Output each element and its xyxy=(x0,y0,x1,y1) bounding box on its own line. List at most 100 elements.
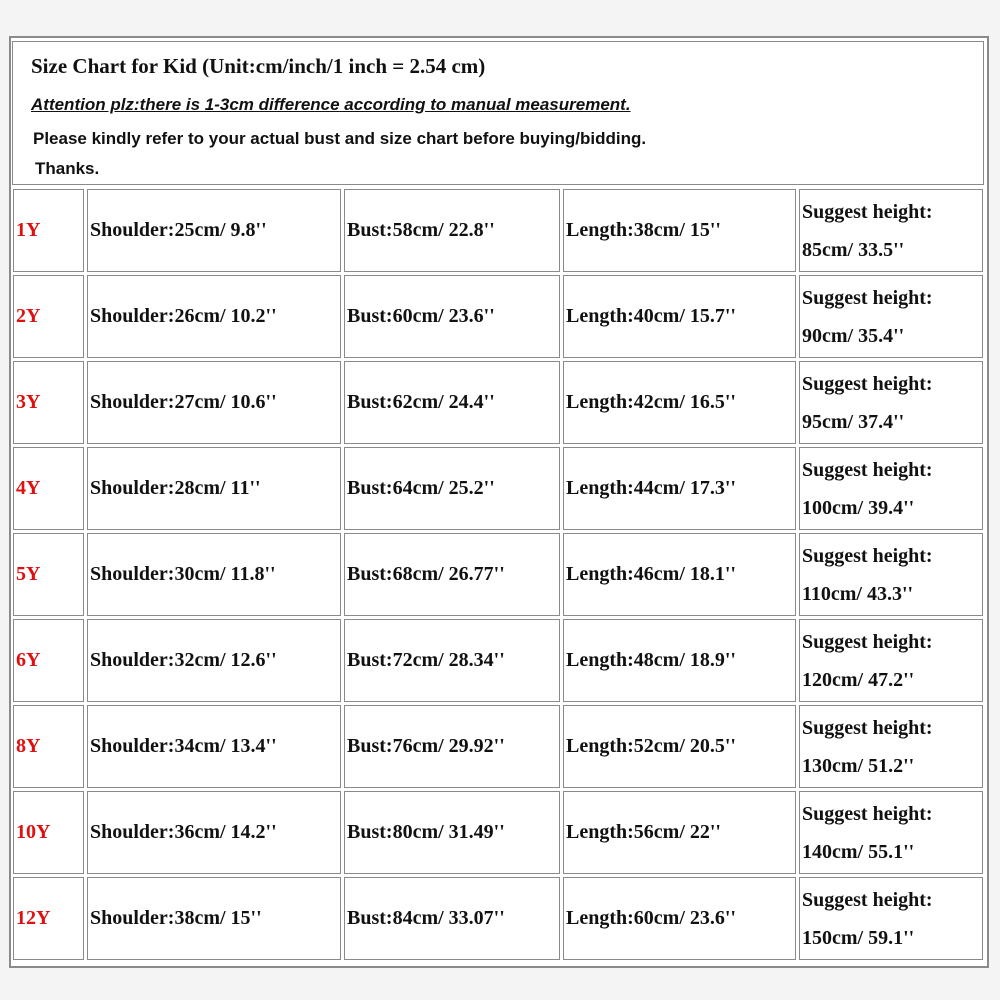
size-label: 10Y xyxy=(16,821,51,843)
height-cell: Suggest height: 110cm/ 43.3'' xyxy=(799,533,983,616)
shoulder-value: Shoulder:28cm/ 11'' xyxy=(90,477,261,499)
height-value: 120cm/ 47.2'' xyxy=(802,668,915,691)
size-cell: 8Y xyxy=(13,705,84,788)
bust-value: Bust:60cm/ 23.6'' xyxy=(347,305,495,327)
shoulder-cell: Shoulder:27cm/ 10.6'' xyxy=(87,361,341,444)
size-label: 12Y xyxy=(16,907,51,929)
height-value: 95cm/ 37.4'' xyxy=(802,410,905,433)
shoulder-value: Shoulder:36cm/ 14.2'' xyxy=(90,821,277,843)
length-value: Length:48cm/ 18.9'' xyxy=(566,649,736,671)
shoulder-value: Shoulder:26cm/ 10.2'' xyxy=(90,305,277,327)
shoulder-cell: Shoulder:26cm/ 10.2'' xyxy=(87,275,341,358)
height-cell: Suggest height: 90cm/ 35.4'' xyxy=(799,275,983,358)
bust-value: Bust:58cm/ 22.8'' xyxy=(347,219,495,241)
shoulder-cell: Shoulder:38cm/ 15'' xyxy=(87,877,341,960)
shoulder-value: Shoulder:38cm/ 15'' xyxy=(90,907,262,929)
bust-cell: Bust:60cm/ 23.6'' xyxy=(344,275,560,358)
height-value: 140cm/ 55.1'' xyxy=(802,840,915,863)
size-label: 5Y xyxy=(16,563,41,585)
length-cell: Length:56cm/ 22'' xyxy=(563,791,796,874)
height-cell: Suggest height: 100cm/ 39.4'' xyxy=(799,447,983,530)
bust-cell: Bust:72cm/ 28.34'' xyxy=(344,619,560,702)
length-value: Length:40cm/ 15.7'' xyxy=(566,305,736,327)
size-cell: 10Y xyxy=(13,791,84,874)
size-table: 1Y Shoulder:25cm/ 9.8'' Bust:58cm/ 22.8'' L… xyxy=(13,189,983,960)
shoulder-cell: Shoulder:34cm/ 13.4'' xyxy=(87,705,341,788)
bust-value: Bust:80cm/ 31.49'' xyxy=(347,821,505,843)
size-cell: 5Y xyxy=(13,533,84,616)
length-cell: Length:48cm/ 18.9'' xyxy=(563,619,796,702)
length-cell: Length:44cm/ 17.3'' xyxy=(563,447,796,530)
bust-value: Bust:76cm/ 29.92'' xyxy=(347,735,505,757)
size-cell: 2Y xyxy=(13,275,84,358)
shoulder-cell: Shoulder:28cm/ 11'' xyxy=(87,447,341,530)
length-cell: Length:38cm/ 15'' xyxy=(563,189,796,272)
height-cell: Suggest height: 130cm/ 51.2'' xyxy=(799,705,983,788)
height-value: 100cm/ 39.4'' xyxy=(802,496,915,519)
shoulder-cell: Shoulder:25cm/ 9.8'' xyxy=(87,189,341,272)
height-cell: Suggest height: 150cm/ 59.1'' xyxy=(799,877,983,960)
shoulder-cell: Shoulder:32cm/ 12.6'' xyxy=(87,619,341,702)
shoulder-cell: Shoulder:30cm/ 11.8'' xyxy=(87,533,341,616)
shoulder-value: Shoulder:27cm/ 10.6'' xyxy=(90,391,277,413)
length-cell: Length:46cm/ 18.1'' xyxy=(563,533,796,616)
shoulder-value: Shoulder:30cm/ 11.8'' xyxy=(90,563,276,585)
instruction-note: Please kindly refer to your actual bust … xyxy=(33,129,647,148)
shoulder-value: Shoulder:25cm/ 9.8'' xyxy=(90,219,267,241)
shoulder-value: Shoulder:32cm/ 12.6'' xyxy=(90,649,277,671)
height-label: Suggest height: xyxy=(802,802,933,825)
height-cell: Suggest height: 140cm/ 55.1'' xyxy=(799,791,983,874)
attention-note: Attention plz:there is 1-3cm difference … xyxy=(31,95,631,114)
chart-title: Size Chart for Kid (Unit:cm/inch/1 inch … xyxy=(31,54,486,78)
height-label: Suggest height: xyxy=(802,372,933,395)
chart-header: Size Chart for Kid (Unit:cm/inch/1 inch … xyxy=(12,41,984,185)
size-cell: 1Y xyxy=(13,189,84,272)
bust-cell: Bust:68cm/ 26.77'' xyxy=(344,533,560,616)
bust-cell: Bust:84cm/ 33.07'' xyxy=(344,877,560,960)
size-label: 4Y xyxy=(16,477,41,499)
height-label: Suggest height: xyxy=(802,630,933,653)
size-cell: 3Y xyxy=(13,361,84,444)
size-label: 1Y xyxy=(16,219,41,241)
bust-value: Bust:64cm/ 25.2'' xyxy=(347,477,495,499)
length-cell: Length:40cm/ 15.7'' xyxy=(563,275,796,358)
length-value: Length:44cm/ 17.3'' xyxy=(566,477,736,499)
bust-value: Bust:72cm/ 28.34'' xyxy=(347,649,505,671)
height-label: Suggest height: xyxy=(802,286,933,309)
height-label: Suggest height: xyxy=(802,544,933,567)
bust-cell: Bust:80cm/ 31.49'' xyxy=(344,791,560,874)
height-value: 85cm/ 33.5'' xyxy=(802,238,905,261)
size-label: 6Y xyxy=(16,649,41,671)
bust-value: Bust:84cm/ 33.07'' xyxy=(347,907,505,929)
height-label: Suggest height: xyxy=(802,200,933,223)
length-value: Length:60cm/ 23.6'' xyxy=(566,907,736,929)
bust-cell: Bust:62cm/ 24.4'' xyxy=(344,361,560,444)
length-value: Length:46cm/ 18.1'' xyxy=(566,563,736,585)
bust-cell: Bust:64cm/ 25.2'' xyxy=(344,447,560,530)
thanks-note: Thanks. xyxy=(35,159,100,178)
height-label: Suggest height: xyxy=(802,716,933,739)
bust-value: Bust:68cm/ 26.77'' xyxy=(347,563,505,585)
size-cell: 4Y xyxy=(13,447,84,530)
bust-cell: Bust:76cm/ 29.92'' xyxy=(344,705,560,788)
height-label: Suggest height: xyxy=(802,888,933,911)
shoulder-cell: Shoulder:36cm/ 14.2'' xyxy=(87,791,341,874)
length-cell: Length:60cm/ 23.6'' xyxy=(563,877,796,960)
length-value: Length:42cm/ 16.5'' xyxy=(566,391,736,413)
height-cell: Suggest height: 120cm/ 47.2'' xyxy=(799,619,983,702)
height-value: 110cm/ 43.3'' xyxy=(802,582,914,605)
bust-cell: Bust:58cm/ 22.8'' xyxy=(344,189,560,272)
length-cell: Length:52cm/ 20.5'' xyxy=(563,705,796,788)
length-value: Length:52cm/ 20.5'' xyxy=(566,735,736,757)
height-cell: Suggest height: 85cm/ 33.5'' xyxy=(799,189,983,272)
size-cell: 12Y xyxy=(13,877,84,960)
size-label: 8Y xyxy=(16,735,41,757)
bust-value: Bust:62cm/ 24.4'' xyxy=(347,391,495,413)
height-label: Suggest height: xyxy=(802,458,933,481)
size-label: 2Y xyxy=(16,305,41,327)
height-value: 130cm/ 51.2'' xyxy=(802,754,915,777)
height-cell: Suggest height: 95cm/ 37.4'' xyxy=(799,361,983,444)
length-cell: Length:42cm/ 16.5'' xyxy=(563,361,796,444)
length-value: Length:56cm/ 22'' xyxy=(566,821,721,843)
height-value: 150cm/ 59.1'' xyxy=(802,926,915,949)
